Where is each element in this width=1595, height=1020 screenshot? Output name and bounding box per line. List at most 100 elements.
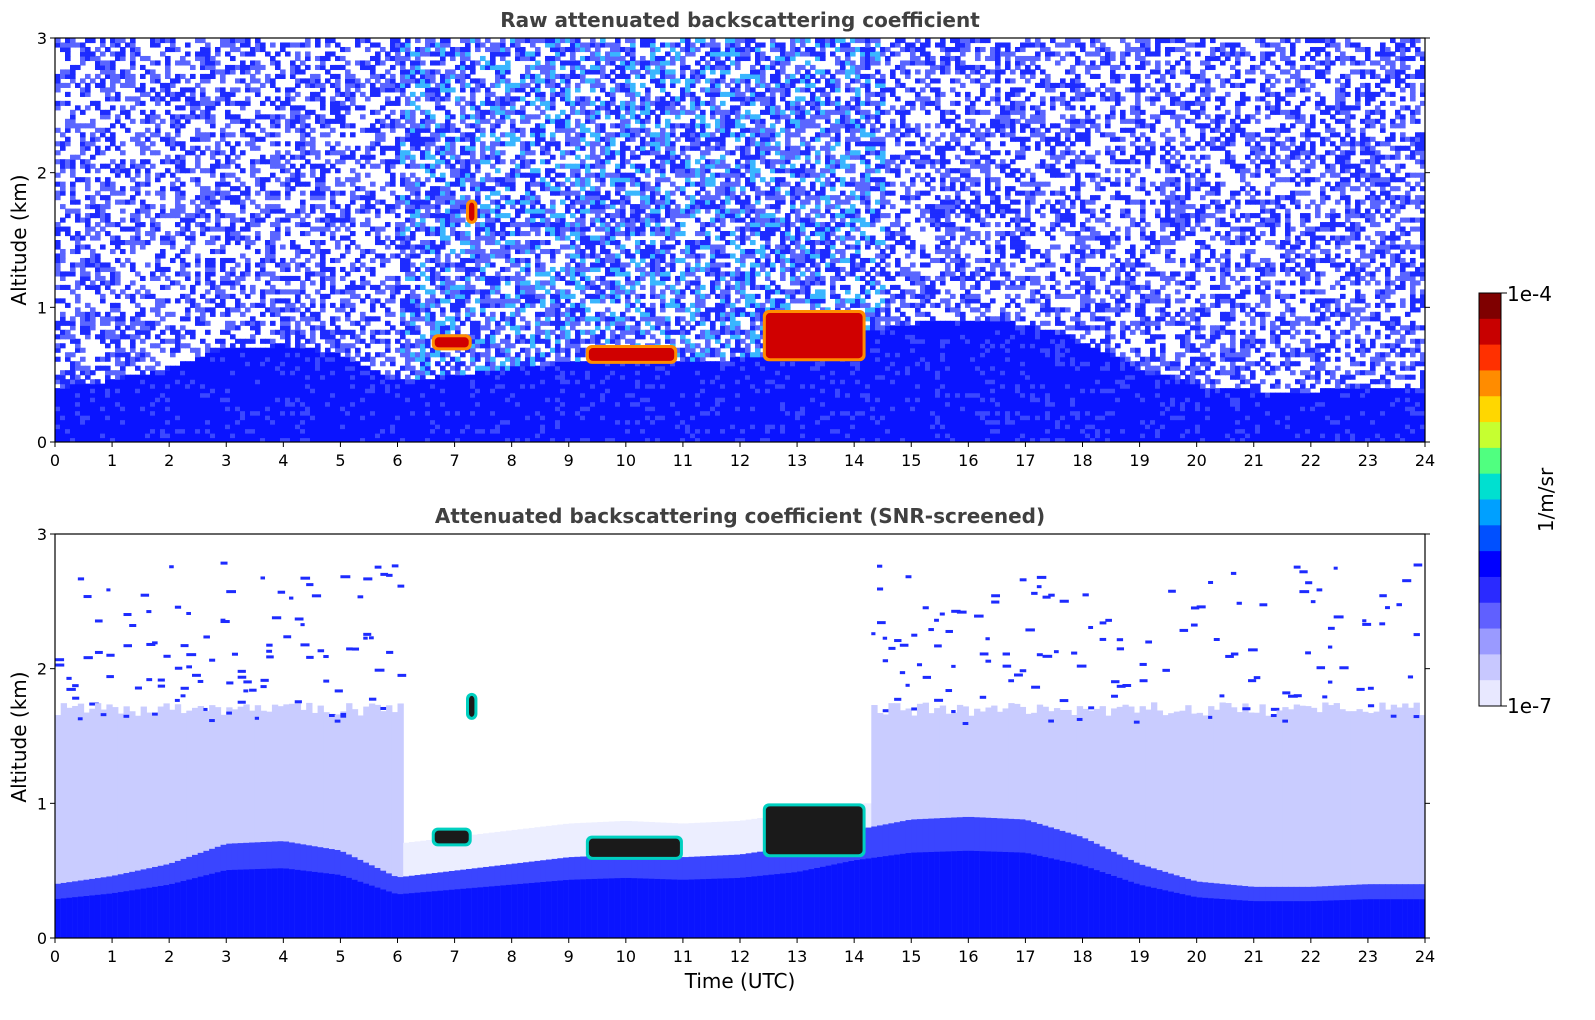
heat-cell xyxy=(130,293,136,299)
heat-cell xyxy=(345,352,351,358)
heat-cell xyxy=(150,433,156,439)
heat-cell xyxy=(490,199,496,205)
heat-cell xyxy=(265,406,271,412)
heat-cell xyxy=(140,356,146,362)
heat-cell xyxy=(465,150,471,156)
heat-cell xyxy=(410,352,416,358)
heat-cell xyxy=(165,383,171,389)
heat-cell xyxy=(190,145,196,151)
heat-cell xyxy=(315,42,321,48)
heat-cell xyxy=(455,208,461,214)
heat-cell xyxy=(325,356,331,362)
heat-cell xyxy=(395,374,401,380)
heat-cell xyxy=(160,213,166,219)
heat-cell xyxy=(110,388,116,394)
heat-cell xyxy=(175,424,181,430)
heat-cell xyxy=(55,105,61,111)
heat-cell xyxy=(185,433,191,439)
heat-cell xyxy=(415,222,421,228)
heat-cell xyxy=(395,370,401,376)
heat-cell xyxy=(220,96,226,102)
heat-cell xyxy=(190,428,196,434)
heat-cell xyxy=(75,347,81,353)
heat-cell xyxy=(120,437,126,442)
heat-cell xyxy=(520,433,526,439)
heat-cell xyxy=(515,392,521,398)
heat-cell xyxy=(210,199,216,205)
heat-cell xyxy=(180,208,186,214)
heat-cell xyxy=(455,199,461,205)
heat-cell xyxy=(135,217,141,223)
heat-cell xyxy=(495,388,501,394)
heat-cell xyxy=(135,132,141,138)
heat-cell xyxy=(355,338,361,344)
heat-cell xyxy=(440,392,446,398)
heat-cell xyxy=(220,406,226,412)
heat-cell xyxy=(185,168,191,174)
heat-cell xyxy=(480,401,486,407)
heat-cell xyxy=(130,163,136,169)
heat-cell xyxy=(270,415,276,421)
heat-cell xyxy=(395,338,401,344)
heat-cell xyxy=(210,370,216,376)
heat-cell xyxy=(165,338,171,344)
heat-cell xyxy=(80,311,86,317)
heat-cell xyxy=(445,388,451,394)
heat-cell xyxy=(185,329,191,335)
heat-cell xyxy=(500,365,506,371)
heat-cell xyxy=(425,46,431,53)
heat-cell xyxy=(310,352,316,358)
heat-cell xyxy=(105,356,111,362)
heat-cell xyxy=(285,424,291,430)
heat-cell xyxy=(355,177,361,183)
heat-cell xyxy=(400,123,406,129)
heat-cell xyxy=(465,248,471,255)
heat-cell xyxy=(255,275,261,281)
heat-cell xyxy=(160,388,166,394)
heat-cell xyxy=(410,231,416,237)
heat-cell xyxy=(60,248,66,255)
heat-cell xyxy=(420,154,426,160)
heat-cell xyxy=(240,365,246,371)
heat-cell xyxy=(295,298,301,304)
heat-cell xyxy=(505,406,511,412)
heat-cell xyxy=(210,190,216,196)
heat-cell xyxy=(370,163,376,169)
heat-cell xyxy=(140,410,146,416)
heat-cell xyxy=(485,410,491,416)
heat-cell xyxy=(435,388,441,394)
heat-cell xyxy=(510,437,516,442)
heat-cell xyxy=(65,231,71,237)
heat-cell xyxy=(290,60,296,66)
heat-cell xyxy=(60,379,66,385)
heat-cell xyxy=(220,150,226,156)
heat-cell xyxy=(405,150,411,156)
heat-cell xyxy=(95,388,101,394)
heat-cell xyxy=(230,392,236,398)
heat-cell xyxy=(275,415,281,421)
heat-cell xyxy=(365,266,371,273)
heat-cell xyxy=(185,60,191,66)
heat-cell xyxy=(500,392,506,398)
heat-cell xyxy=(95,284,101,290)
heat-cell xyxy=(215,437,221,442)
heat-cell xyxy=(385,208,391,214)
heat-cell xyxy=(205,437,211,442)
heat-cell xyxy=(500,235,506,241)
heat-cell xyxy=(330,383,336,389)
heat-cell xyxy=(220,213,226,219)
heat-cell xyxy=(400,91,406,97)
heat-cell xyxy=(130,226,136,232)
heat-cell xyxy=(115,320,121,326)
heat-cell xyxy=(445,392,451,398)
heat-cell xyxy=(55,320,61,326)
heat-cell xyxy=(70,248,76,255)
heat-cell xyxy=(435,397,441,403)
heat-cell xyxy=(390,419,396,425)
heat-cell xyxy=(265,424,271,430)
heat-cell xyxy=(505,181,511,187)
heat-cell xyxy=(125,374,131,380)
heat-cell xyxy=(470,177,476,183)
heat-cell xyxy=(300,289,306,295)
heat-cell xyxy=(235,419,241,425)
